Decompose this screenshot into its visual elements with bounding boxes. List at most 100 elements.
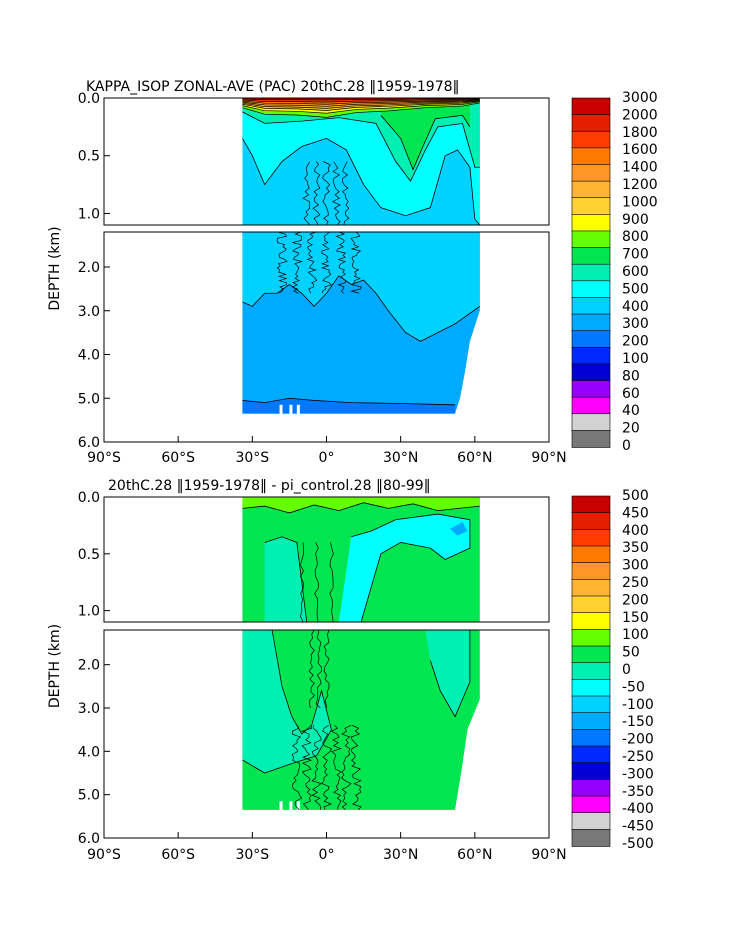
- xtick-label: 0°: [319, 450, 335, 466]
- colorbar-swatch: [571, 430, 611, 448]
- colorbar-label: 1600: [622, 142, 658, 158]
- contour-noise-1: [301, 725, 313, 811]
- xtick-label: 60°N: [457, 450, 492, 466]
- gap-1: [289, 801, 293, 811]
- colorbar-swatch: [571, 147, 611, 166]
- contour-noise-0: [291, 725, 303, 811]
- ytick-label: 0.5: [78, 149, 100, 165]
- field-0: [242, 630, 480, 810]
- contour-upper-neg100: [338, 513, 471, 622]
- colorbar-swatch: [571, 180, 611, 199]
- panel-1: 0.0 0.5 1.0 2.0 3.0 4.0 5.0 6.090°S 60°S 30°S 0° 30…: [47, 79, 658, 466]
- field-400: [242, 232, 480, 342]
- contour-700: [380, 114, 471, 171]
- colorbar-label: 400: [622, 299, 649, 315]
- colorbar-label: -200: [622, 732, 654, 748]
- contour-vert-2: [323, 630, 330, 709]
- colorbar-label: 60: [622, 386, 640, 402]
- colorbar-label: 1200: [622, 177, 658, 193]
- colorbar-swatch: [571, 330, 611, 349]
- colorbar-swatch: [571, 363, 611, 382]
- gap-1: [289, 404, 293, 415]
- colorbar-label: 900: [622, 212, 649, 228]
- contour-noise-6: [350, 725, 362, 811]
- upper-frame: [103, 496, 550, 623]
- colorbar-label: 100: [622, 627, 649, 643]
- contour-field-2000: [242, 98, 480, 101]
- colorbar-swatch: [571, 130, 611, 149]
- colorbar-swatch: [571, 595, 611, 614]
- colorbar-swatch: [571, 164, 611, 182]
- colorbar-label: -500: [622, 836, 654, 852]
- contour-noise-5: [341, 725, 352, 811]
- ytick-label: 0.5: [78, 547, 100, 563]
- ytick-label: 0.0: [78, 91, 100, 107]
- colorbar-label: 350: [622, 540, 649, 556]
- ytick-label: 1.0: [78, 206, 100, 222]
- field-upper-neg100: [338, 514, 470, 622]
- colorbar-label: 0: [622, 662, 631, 678]
- contour-spike-2: [322, 161, 331, 225]
- ytick-label: 0.0: [78, 490, 100, 506]
- colorbar-label: 700: [622, 247, 649, 263]
- gap-0: [279, 801, 283, 811]
- contour-upper-50: [242, 502, 480, 514]
- colorbar-swatch: [571, 230, 611, 249]
- colorbar-swatch: [571, 97, 611, 116]
- colorbar-label: 1800: [622, 125, 658, 141]
- contour-field-900: [242, 101, 480, 114]
- colorbar-label: 200: [622, 334, 649, 350]
- contour-spike-1: [312, 161, 321, 225]
- colorbar-swatch: [571, 779, 611, 797]
- colorbar-swatch: [571, 679, 611, 697]
- lower-field: [242, 630, 480, 811]
- colorbar-label: -350: [622, 784, 654, 800]
- colorbar-label: 20: [622, 421, 640, 437]
- colorbar-label: 40: [622, 403, 640, 419]
- colorbar-swatch: [571, 629, 611, 647]
- colorbar-label: 1400: [622, 160, 658, 176]
- colorbar-label: 500: [622, 488, 649, 504]
- colorbar-swatch: [571, 545, 611, 564]
- contour-field-800: [242, 102, 480, 118]
- field-upper-neg50: [264, 536, 307, 622]
- colorbar-swatch: [571, 645, 611, 664]
- contour-noise-3: [321, 725, 333, 810]
- xtick-label: 30°N: [383, 450, 418, 466]
- contour-vert-1: [315, 630, 323, 709]
- colorbar-swatch: [571, 247, 611, 265]
- contour-field-1400: [242, 99, 480, 107]
- contour-200: [242, 397, 456, 406]
- xtick-label: 90°N: [531, 847, 566, 863]
- xtick-label: 60°S: [161, 847, 195, 863]
- gap-2: [296, 404, 300, 415]
- colorbar-label: 300: [622, 558, 649, 574]
- colorbar-label: 80: [622, 368, 640, 384]
- chart-title: KAPPA_ISOP ZONAL-AVE (PAC) 20thC.28 ‖195…: [86, 79, 460, 95]
- colorbar-swatch: [571, 263, 611, 282]
- colorbar-swatch: [571, 495, 611, 514]
- contour-noise-2: [306, 232, 317, 294]
- colorbar-label: -300: [622, 766, 654, 782]
- ytick-label: 2.0: [78, 658, 100, 674]
- upper-field: [242, 98, 481, 225]
- colorbar-swatch: [571, 380, 611, 398]
- colorbar-swatch: [571, 712, 611, 731]
- contour-spike-0: [302, 161, 311, 225]
- contour-field-1200: [242, 100, 480, 109]
- ytick-label: 1.0: [78, 604, 100, 620]
- xtick-label: 90°S: [87, 450, 121, 466]
- colorbar-label: 3000: [622, 90, 658, 106]
- colorbar-swatch: [571, 413, 611, 432]
- colorbar-swatch: [571, 313, 611, 332]
- contour-noise-1: [291, 232, 304, 294]
- contour-neg50-east: [425, 630, 471, 718]
- colorbar-swatch: [571, 662, 611, 681]
- field-700: [380, 98, 470, 170]
- gap-0: [279, 404, 283, 415]
- xtick-label: 0°: [319, 847, 335, 863]
- colorbar-label: 800: [622, 229, 649, 245]
- contour-upper-vert-2: [329, 542, 334, 622]
- contour-noise-0: [276, 232, 288, 294]
- contour-upper-neg50: [264, 536, 308, 622]
